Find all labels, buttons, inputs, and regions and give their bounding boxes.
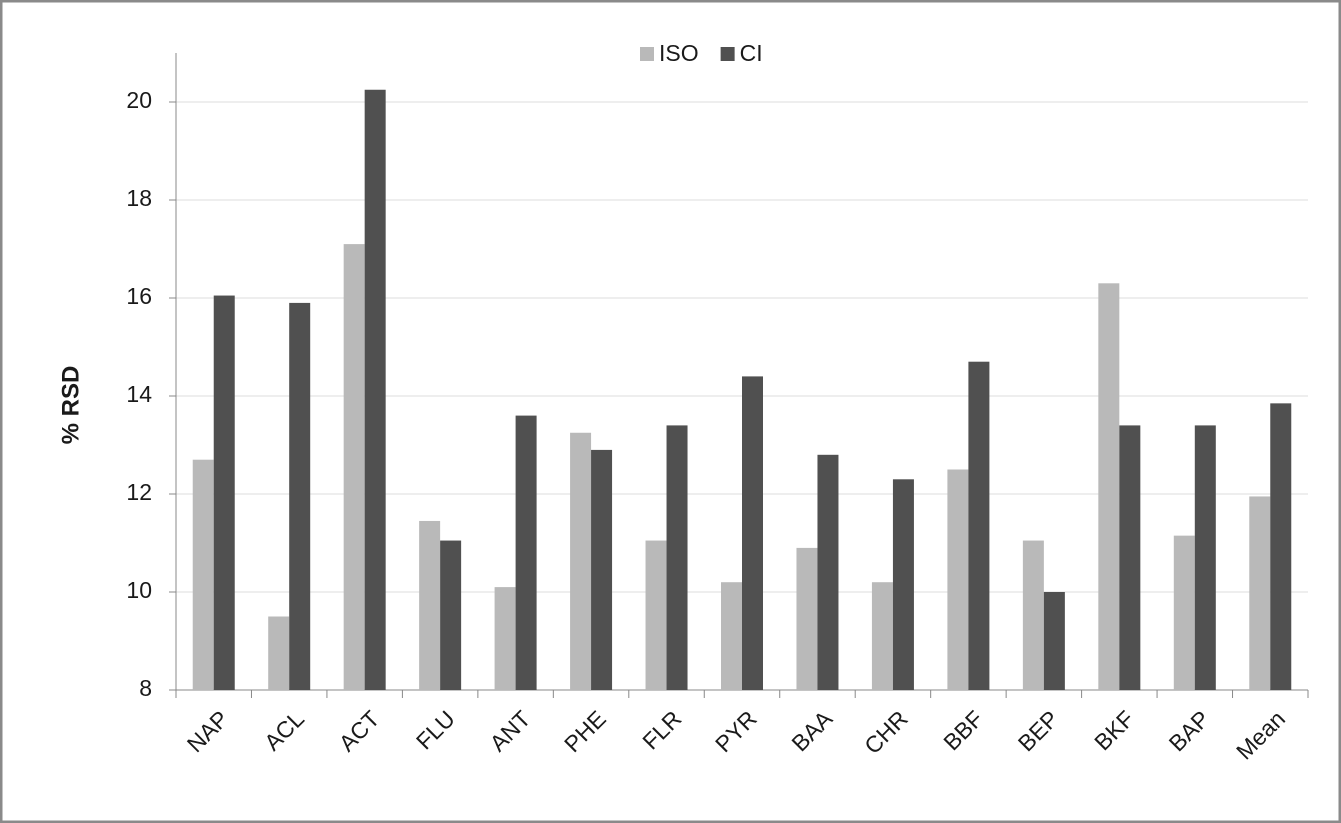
y-tick-label: 14 xyxy=(126,381,152,407)
bar xyxy=(1043,592,1065,690)
bar xyxy=(440,540,462,690)
bar xyxy=(192,459,214,690)
bar xyxy=(213,295,235,690)
y-axis-label: % RSD xyxy=(57,366,84,445)
bar xyxy=(494,587,516,690)
bar xyxy=(796,547,818,690)
bar xyxy=(515,415,537,690)
bar xyxy=(947,469,969,690)
legend-swatch xyxy=(720,47,735,61)
legend-label: CI xyxy=(740,40,763,66)
bar xyxy=(871,582,893,690)
legend-label: ISO xyxy=(659,40,699,66)
bar xyxy=(742,376,763,690)
bar xyxy=(419,520,441,690)
bar xyxy=(968,361,990,690)
bar xyxy=(268,616,290,690)
bar xyxy=(666,425,688,690)
bar xyxy=(343,244,365,690)
y-tick-label: 12 xyxy=(126,479,152,505)
bar xyxy=(1173,535,1195,690)
y-tick-label: 10 xyxy=(126,577,152,603)
bar xyxy=(591,449,613,690)
legend-swatch xyxy=(640,47,654,61)
y-tick-label: 16 xyxy=(126,283,152,309)
bar xyxy=(1270,403,1292,690)
bar xyxy=(570,432,592,690)
bar xyxy=(364,89,386,690)
bar xyxy=(289,302,311,690)
bar xyxy=(721,582,742,690)
bar xyxy=(1249,496,1271,690)
bar xyxy=(1119,425,1141,690)
bar xyxy=(1022,540,1044,690)
y-tick-label: 8 xyxy=(139,675,152,701)
y-tick-label: 18 xyxy=(126,185,152,211)
bar xyxy=(1098,283,1120,690)
bar xyxy=(1194,425,1216,690)
bar xyxy=(892,479,914,690)
y-tick-label: 20 xyxy=(126,87,152,113)
bar xyxy=(645,540,667,690)
bar xyxy=(817,454,839,690)
